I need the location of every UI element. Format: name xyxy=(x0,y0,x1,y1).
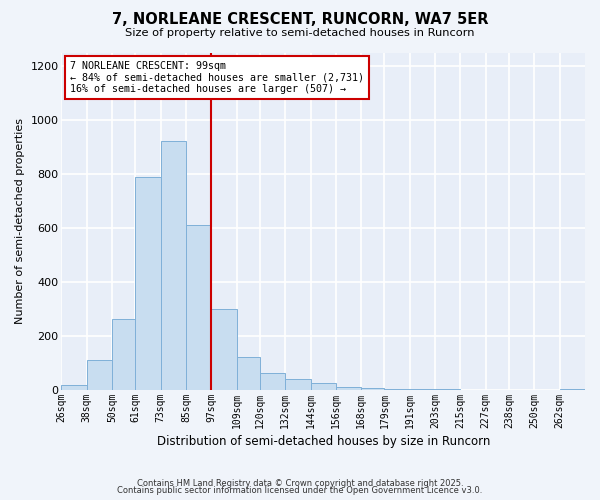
Bar xyxy=(336,387,361,390)
Bar xyxy=(285,378,311,390)
Bar xyxy=(161,142,186,390)
Bar xyxy=(136,176,161,390)
Bar xyxy=(236,357,260,390)
Bar xyxy=(186,225,211,390)
Text: Contains public sector information licensed under the Open Government Licence v3: Contains public sector information licen… xyxy=(118,486,482,495)
Bar xyxy=(311,383,336,390)
Y-axis label: Number of semi-detached properties: Number of semi-detached properties xyxy=(15,118,25,324)
Bar xyxy=(361,388,385,390)
X-axis label: Distribution of semi-detached houses by size in Runcorn: Distribution of semi-detached houses by … xyxy=(157,434,490,448)
Bar xyxy=(410,389,435,390)
Text: Size of property relative to semi-detached houses in Runcorn: Size of property relative to semi-detach… xyxy=(125,28,475,38)
Bar xyxy=(87,360,112,390)
Bar xyxy=(560,389,585,390)
Bar xyxy=(260,374,285,390)
Bar xyxy=(61,386,87,390)
Bar xyxy=(211,308,236,390)
Bar xyxy=(385,388,410,390)
Text: 7 NORLEANE CRESCENT: 99sqm
← 84% of semi-detached houses are smaller (2,731)
16%: 7 NORLEANE CRESCENT: 99sqm ← 84% of semi… xyxy=(70,60,364,94)
Bar xyxy=(112,320,136,390)
Text: 7, NORLEANE CRESCENT, RUNCORN, WA7 5ER: 7, NORLEANE CRESCENT, RUNCORN, WA7 5ER xyxy=(112,12,488,28)
Text: Contains HM Land Registry data © Crown copyright and database right 2025.: Contains HM Land Registry data © Crown c… xyxy=(137,478,463,488)
